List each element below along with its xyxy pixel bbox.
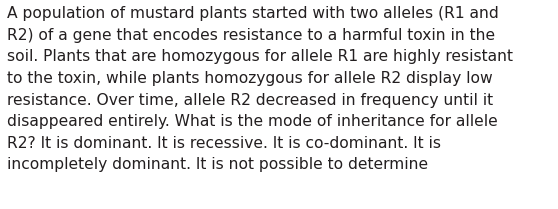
Text: A population of mustard plants started with two alleles (R1 and
R2) of a gene th: A population of mustard plants started w… — [7, 6, 513, 172]
